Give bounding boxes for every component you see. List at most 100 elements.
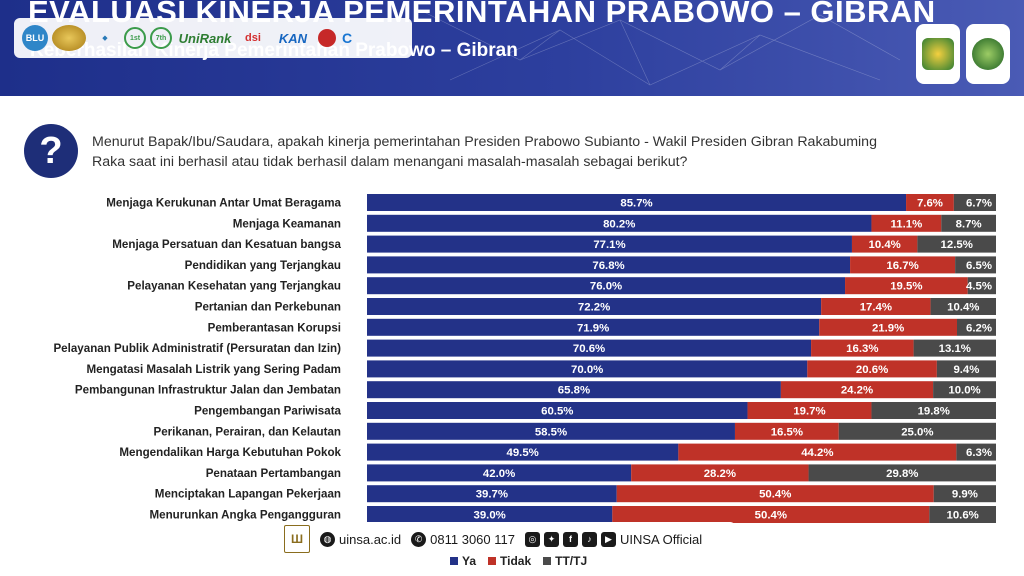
bar-segment-tidak xyxy=(678,443,957,461)
legend-label-tttj: TT/TJ xyxy=(555,554,588,568)
bar-segment-tttj xyxy=(955,256,996,274)
bar-segment-ya xyxy=(367,506,613,523)
bar-segment-tidak xyxy=(871,214,942,232)
website-text: uinsa.ac.id xyxy=(339,531,402,547)
data-label: 10.6% xyxy=(947,510,979,522)
data-label: 29.8% xyxy=(886,468,918,480)
category-label: Menjaga Kerukunan Antar Umat Beragama xyxy=(106,197,341,210)
data-label: 25.0% xyxy=(901,426,933,438)
phone-text: 0811 3060 117 xyxy=(430,531,515,547)
bar-segment-tttj xyxy=(967,277,996,295)
whatsapp-icon: ✆ xyxy=(411,531,427,547)
social-text: UINSA Official xyxy=(619,531,703,547)
tiktok-icon: ♪ xyxy=(581,531,597,547)
bar-segment-tidak xyxy=(616,485,934,503)
category-label: Mengatasi Masalah Listrik yang Sering Pa… xyxy=(86,363,341,376)
bar-segment-tidak xyxy=(811,339,914,357)
category-label: Menjaga Persatuan dan Kesatuan bangsa xyxy=(112,238,341,251)
bar-segment-ya xyxy=(367,422,735,440)
bar-segment-tttj xyxy=(941,214,996,232)
data-label: 44.2% xyxy=(801,447,833,459)
data-label: 6.2% xyxy=(966,322,992,334)
data-label: 20.6% xyxy=(856,364,888,376)
bar-segment-tidak xyxy=(734,422,839,440)
bar-segment-tttj xyxy=(956,443,996,461)
legend-label-tidak: Tidak xyxy=(500,554,532,568)
category-label: Pembangunan Infrastruktur Jalan dan Jemb… xyxy=(75,384,341,397)
uinsa-crest xyxy=(966,24,1010,84)
bar-segment-ya xyxy=(367,339,812,357)
bar-segment-tttj xyxy=(933,381,996,399)
data-label: 6.5% xyxy=(966,260,992,272)
bar-segment-tidak xyxy=(821,298,931,315)
data-label: 10.0% xyxy=(948,385,980,397)
legend-tidak: Tidak xyxy=(488,554,531,568)
bar-segment-tttj xyxy=(930,298,996,315)
legend-tttj: TT/TJ xyxy=(543,554,587,568)
bar-segment-tidak xyxy=(851,235,918,253)
category-label: Pendidikan yang Terjangkau xyxy=(185,259,341,272)
uinsa-footer-logo: Ш xyxy=(284,525,310,553)
data-label: 4.5% xyxy=(966,281,992,293)
data-label: 39.0% xyxy=(473,510,505,522)
kemenag-crest xyxy=(916,24,960,84)
bar-segment-tidak xyxy=(850,256,956,274)
legend-swatch-tttj xyxy=(543,557,552,565)
pusaka-logo: ◆ xyxy=(102,35,108,42)
bar-segment-tttj xyxy=(808,464,996,482)
data-label: 77.1% xyxy=(593,239,625,251)
bar-segment-ya xyxy=(367,360,808,378)
data-label: 12.5% xyxy=(941,239,973,251)
bar-segment-ya xyxy=(367,214,872,232)
bar-segment-tidak xyxy=(631,464,809,482)
gold-emblem-logo xyxy=(52,25,86,51)
header-banner: EVALUASI KINERJA PEMERINTAHAN PRABOWO – … xyxy=(0,0,1024,96)
data-label: 19.7% xyxy=(793,406,825,418)
bar-segment-ya xyxy=(367,194,907,211)
data-label: 19.5% xyxy=(890,281,922,293)
phone-item[interactable]: ✆ 0811 3060 117 xyxy=(411,531,515,547)
category-label: Pengembangan Pariwisata xyxy=(194,405,341,418)
twitter-icon: ✦ xyxy=(543,531,559,547)
category-label: Menciptakan Lapangan Pekerjaan xyxy=(155,488,341,501)
data-label: 39.7% xyxy=(476,489,508,501)
category-label: Menjaga Keamanan xyxy=(233,217,341,230)
contact-footer: Ш ◍ uinsa.ac.id ✆ 0811 3060 117 ◎ ✦ f ♪ … xyxy=(278,522,736,556)
bar-segment-ya xyxy=(367,235,852,253)
data-label: 17.4% xyxy=(860,302,892,314)
bar-segment-tttj xyxy=(953,194,996,211)
bar-segment-tttj xyxy=(838,422,996,440)
category-label: Perikanan, Perairan, dan Kelautan xyxy=(153,425,341,438)
survey-question: Menurut Bapak/Ibu/Saudara, apakah kinerj… xyxy=(92,134,877,170)
social-item[interactable]: ◎ ✦ f ♪ ▶ UINSA Official xyxy=(524,531,703,547)
legend-ya: Ya xyxy=(450,554,476,568)
blu-logo: BLU xyxy=(22,25,48,51)
bar-segment-ya xyxy=(367,402,748,419)
seventh-rank-badge: 7th xyxy=(150,27,172,49)
data-label: 8.7% xyxy=(956,218,982,230)
data-label: 50.4% xyxy=(759,489,791,501)
data-label: 10.4% xyxy=(947,302,979,314)
youtube-icon: ▶ xyxy=(600,531,616,547)
data-label: 16.5% xyxy=(771,426,803,438)
data-label: 58.5% xyxy=(535,426,567,438)
question-mark-icon: ? xyxy=(24,124,78,178)
bar-segment-ya xyxy=(367,256,851,274)
data-label: 16.3% xyxy=(846,343,878,355)
bar-segment-tttj xyxy=(933,485,996,503)
data-label: 6.3% xyxy=(966,447,992,459)
data-label: 70.0% xyxy=(571,364,603,376)
bar-segment-tttj xyxy=(957,318,996,336)
category-label: Menurunkan Angka Pengangguran xyxy=(149,509,341,522)
data-label: 21.9% xyxy=(872,322,904,334)
category-label: Pelayanan Kesehatan yang Terjangkau xyxy=(127,280,341,293)
data-label: 70.6% xyxy=(573,343,605,355)
website-item[interactable]: ◍ uinsa.ac.id xyxy=(320,531,402,547)
chart-legend: Ya Tidak TT/TJ xyxy=(450,554,587,568)
c-logo: C xyxy=(341,30,353,46)
data-label: 76.8% xyxy=(592,260,624,272)
data-label: 24.2% xyxy=(841,385,873,397)
data-label: 42.0% xyxy=(483,468,515,480)
bar-segment-ya xyxy=(367,277,846,295)
network-pattern xyxy=(419,9,901,86)
